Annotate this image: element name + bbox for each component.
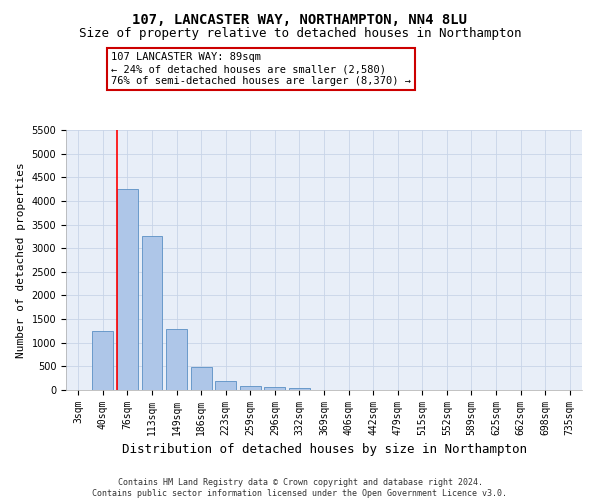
Text: 107 LANCASTER WAY: 89sqm
← 24% of detached houses are smaller (2,580)
76% of sem: 107 LANCASTER WAY: 89sqm ← 24% of detach…: [111, 52, 411, 86]
Bar: [289, 388, 310, 390]
Bar: [117, 189, 138, 390]
Text: Contains HM Land Registry data © Crown copyright and database right 2024.
Contai: Contains HM Land Registry data © Crown c…: [92, 478, 508, 498]
X-axis label: Distribution of detached houses by size in Northampton: Distribution of detached houses by size …: [121, 444, 527, 456]
Bar: [240, 386, 261, 390]
Bar: [215, 380, 236, 390]
Text: Size of property relative to detached houses in Northampton: Size of property relative to detached ho…: [79, 28, 521, 40]
Y-axis label: Number of detached properties: Number of detached properties: [16, 162, 26, 358]
Bar: [92, 331, 113, 390]
Bar: [191, 368, 212, 390]
Bar: [265, 386, 286, 390]
Bar: [166, 328, 187, 390]
Bar: [142, 236, 163, 390]
Text: 107, LANCASTER WAY, NORTHAMPTON, NN4 8LU: 107, LANCASTER WAY, NORTHAMPTON, NN4 8LU: [133, 12, 467, 26]
